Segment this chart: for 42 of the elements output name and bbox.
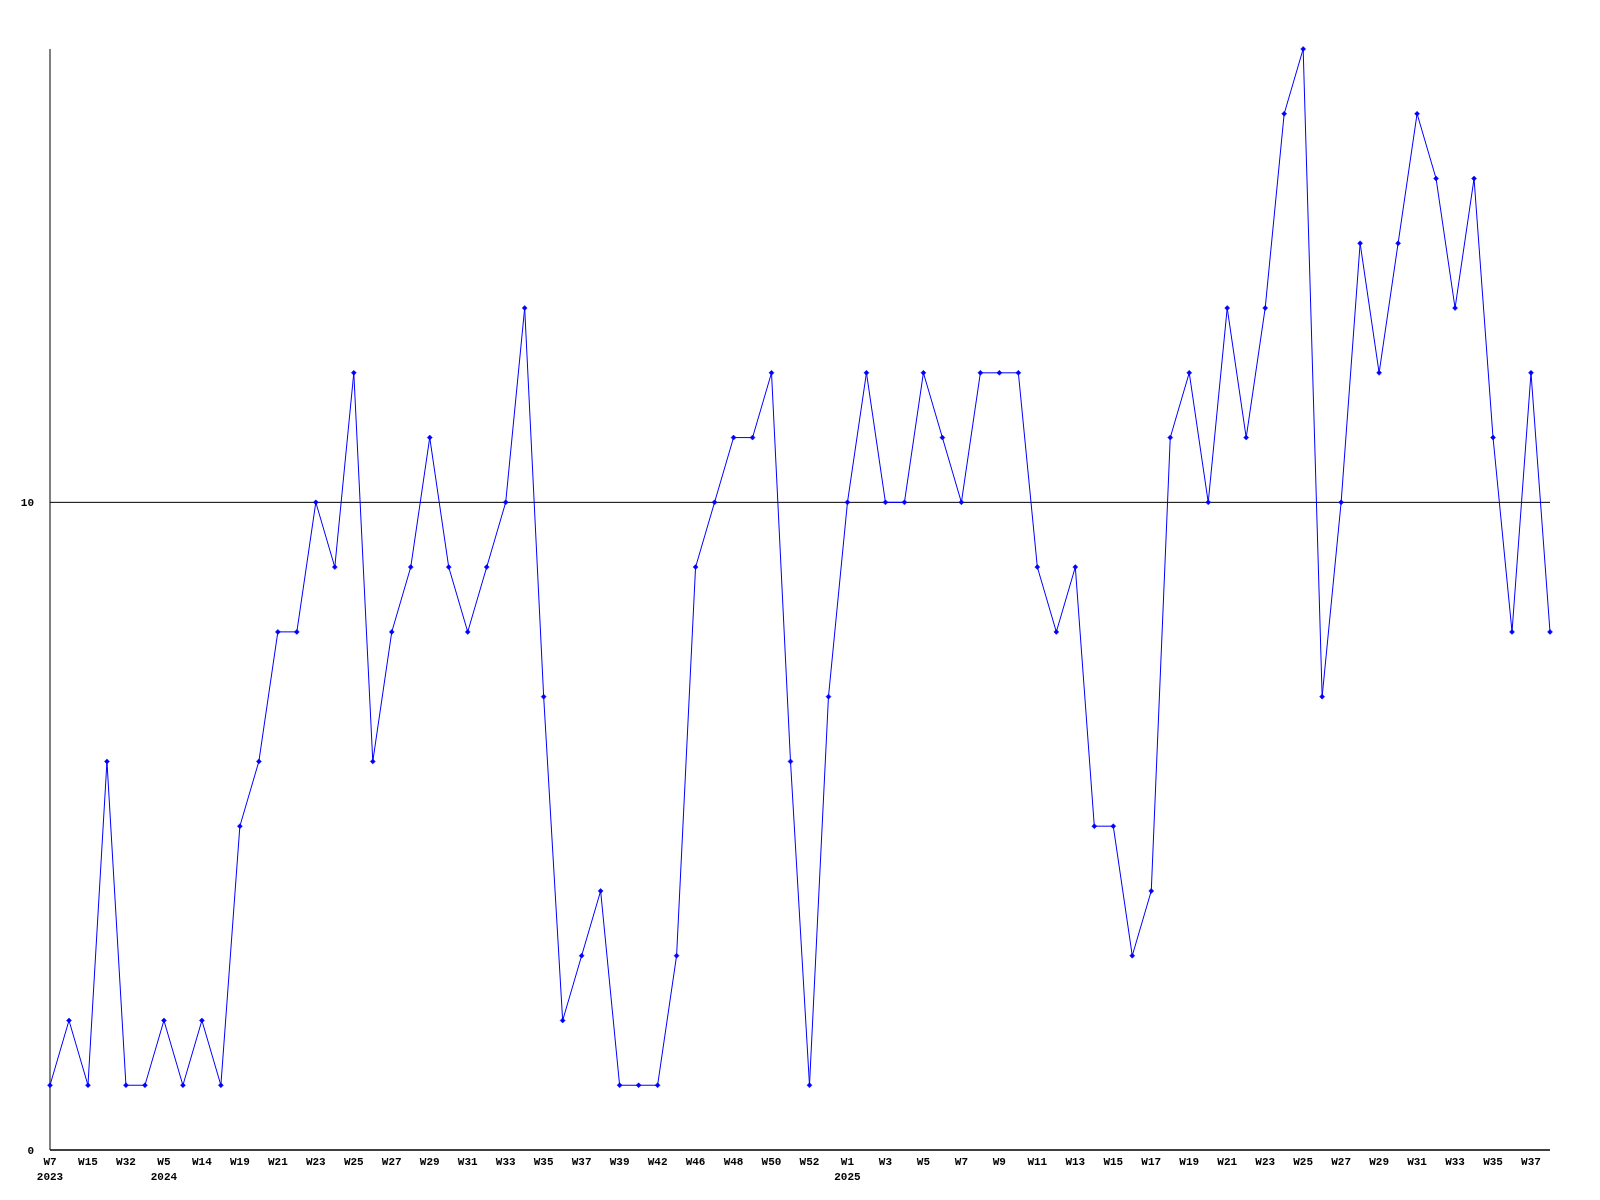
x-tick-label: W32 bbox=[116, 1156, 136, 1168]
x-tick-label: W29 bbox=[1369, 1156, 1390, 1168]
x-tick-label: W46 bbox=[685, 1156, 706, 1168]
x-tick-label: W25 bbox=[343, 1156, 365, 1168]
x-tick-label: W31 bbox=[1407, 1156, 1428, 1168]
x-tick-label: W27 bbox=[1331, 1156, 1352, 1168]
x-tick-label: W52 bbox=[799, 1156, 820, 1168]
x-tick-label: W13 bbox=[1065, 1156, 1086, 1168]
x-tick-label: W37 bbox=[571, 1156, 592, 1168]
x-tick-label: W7 bbox=[954, 1156, 968, 1168]
x-tick-label: W23 bbox=[1255, 1156, 1276, 1168]
x-tick-label: W3 bbox=[878, 1156, 893, 1168]
x-tick-label: W25 bbox=[1293, 1156, 1314, 1168]
x-tick-label: W15 bbox=[78, 1156, 99, 1168]
x-tick-label: W19 bbox=[1179, 1156, 1200, 1168]
x-tick-label: W5 bbox=[916, 1156, 931, 1168]
x-tick-label: W9 bbox=[992, 1156, 1006, 1168]
y-tick-label: 0 bbox=[27, 1144, 34, 1157]
x-tick-label: W39 bbox=[609, 1156, 630, 1168]
x-tick-label: W5 2024 bbox=[150, 1156, 178, 1183]
x-tick-label: W48 bbox=[723, 1156, 744, 1168]
x-tick-label: W50 bbox=[761, 1156, 782, 1168]
x-tick-label: W27 bbox=[381, 1156, 402, 1168]
x-tick-label: W14 bbox=[191, 1156, 213, 1168]
x-tick-label: W33 bbox=[1445, 1156, 1466, 1168]
x-tick-label: W19 bbox=[229, 1156, 250, 1168]
x-tick-label: W35 bbox=[1483, 1156, 1504, 1168]
x-tick-label: W15 bbox=[1103, 1156, 1124, 1168]
x-tick-label: W21 bbox=[1217, 1156, 1238, 1168]
x-tick-label: W33 bbox=[495, 1156, 516, 1168]
x-tick-label: W21 bbox=[267, 1156, 289, 1168]
x-tick-label: W23 bbox=[305, 1156, 327, 1168]
x-tick-label: W11 bbox=[1027, 1156, 1048, 1168]
x-tick-label: W31 bbox=[457, 1156, 479, 1168]
x-tick-label: W1 2025 bbox=[834, 1156, 862, 1183]
x-tick-label: W7 2023 bbox=[36, 1156, 64, 1183]
x-tick-label: W37 bbox=[1521, 1156, 1541, 1168]
x-tick-label: W35 bbox=[533, 1156, 554, 1168]
x-tick-label: W42 bbox=[647, 1156, 668, 1168]
y-tick-label: 10 bbox=[20, 497, 34, 510]
x-tick-label: W17 bbox=[1141, 1156, 1162, 1168]
x-tick-label: W29 bbox=[419, 1156, 440, 1168]
